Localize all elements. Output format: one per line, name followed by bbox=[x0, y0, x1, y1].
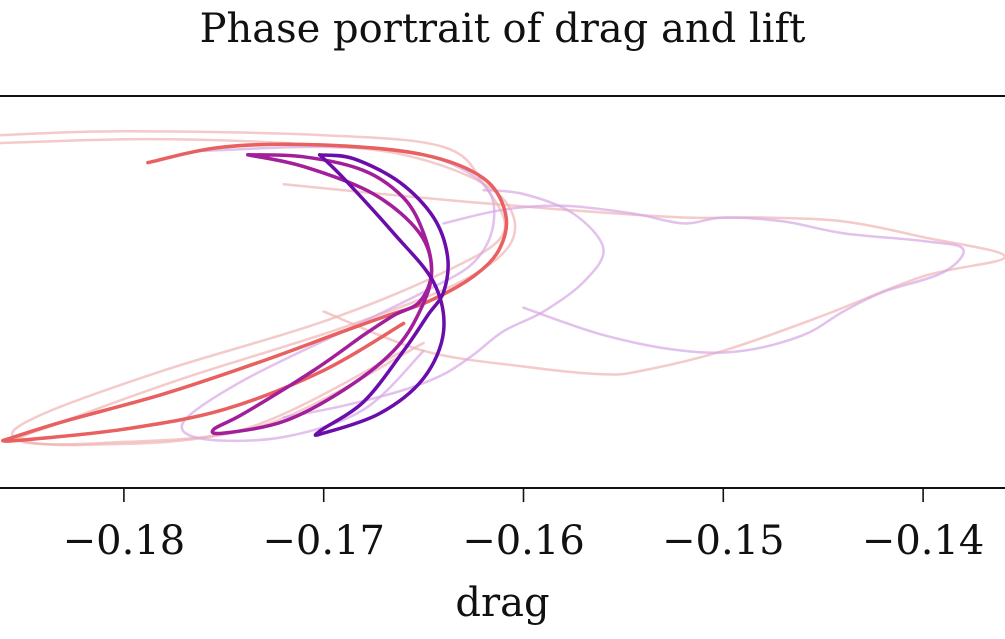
x-axis-ticks: −0.18 −0.17 −0.16 −0.15 −0.14 bbox=[63, 488, 985, 564]
series-line-orbit-2 bbox=[210, 153, 434, 436]
series-line-orbit-3 bbox=[313, 153, 450, 437]
chart-title: Phase portrait of drag and lift bbox=[199, 6, 806, 52]
series-line-transient-1 bbox=[0, 130, 507, 447]
x-tick-label: −0.14 bbox=[862, 518, 985, 564]
series-line-orbit-1 bbox=[1, 142, 509, 443]
series-line-transient-5 bbox=[442, 204, 965, 354]
series-layer bbox=[0, 130, 1005, 447]
x-tick-label: −0.18 bbox=[63, 518, 186, 564]
x-tick-label: −0.15 bbox=[662, 518, 785, 564]
series-line-transient-6 bbox=[282, 188, 605, 419]
x-tick-label: −0.17 bbox=[262, 518, 385, 564]
x-axis-label: drag bbox=[455, 580, 550, 626]
series-line-transient-4 bbox=[282, 182, 1005, 376]
x-tick-label: −0.16 bbox=[462, 518, 585, 564]
